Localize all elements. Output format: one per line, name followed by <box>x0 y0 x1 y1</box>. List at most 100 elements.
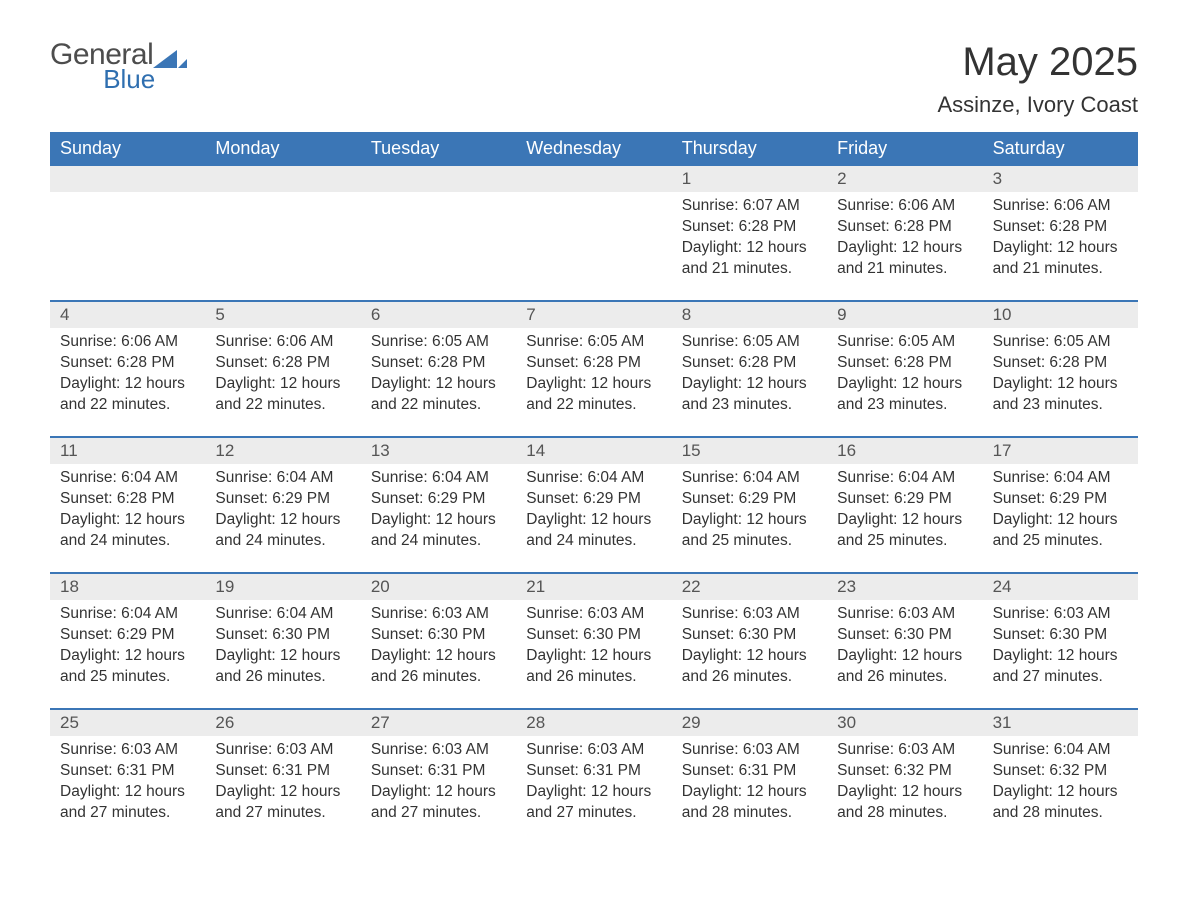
day-cell: Sunrise: 6:04 AMSunset: 6:29 PMDaylight:… <box>205 464 360 572</box>
sunrise-line: Sunrise: 6:05 AM <box>993 332 1128 353</box>
day-cell <box>50 192 205 300</box>
sunset-line: Sunset: 6:28 PM <box>526 353 661 374</box>
daylight-line: Daylight: 12 hours and 21 minutes. <box>837 238 972 280</box>
sunset-line: Sunset: 6:31 PM <box>682 761 817 782</box>
day-number: 27 <box>361 710 516 736</box>
day-cell: Sunrise: 6:05 AMSunset: 6:28 PMDaylight:… <box>672 328 827 436</box>
day-cell: Sunrise: 6:07 AMSunset: 6:28 PMDaylight:… <box>672 192 827 300</box>
sunrise-line: Sunrise: 6:04 AM <box>371 468 506 489</box>
daylight-line: Daylight: 12 hours and 28 minutes. <box>837 782 972 824</box>
day-number: 16 <box>827 438 982 464</box>
logo-word-blue: Blue <box>103 66 155 92</box>
sunset-line: Sunset: 6:30 PM <box>215 625 350 646</box>
day-cell: Sunrise: 6:05 AMSunset: 6:28 PMDaylight:… <box>361 328 516 436</box>
day-number <box>361 166 516 192</box>
day-number: 22 <box>672 574 827 600</box>
sunset-line: Sunset: 6:32 PM <box>837 761 972 782</box>
daycontent-row: Sunrise: 6:04 AMSunset: 6:29 PMDaylight:… <box>50 600 1138 708</box>
daynum-row: 11121314151617 <box>50 438 1138 464</box>
sunset-line: Sunset: 6:32 PM <box>993 761 1128 782</box>
sunrise-line: Sunrise: 6:04 AM <box>215 468 350 489</box>
day-number: 5 <box>205 302 360 328</box>
day-number: 28 <box>516 710 671 736</box>
calendar-week: 123Sunrise: 6:07 AMSunset: 6:28 PMDaylig… <box>50 166 1138 300</box>
daylight-line: Daylight: 12 hours and 26 minutes. <box>215 646 350 688</box>
sunrise-line: Sunrise: 6:06 AM <box>993 196 1128 217</box>
sunset-line: Sunset: 6:29 PM <box>215 489 350 510</box>
sunrise-line: Sunrise: 6:06 AM <box>215 332 350 353</box>
daylight-line: Daylight: 12 hours and 25 minutes. <box>682 510 817 552</box>
title-block: May 2025 Assinze, Ivory Coast <box>937 40 1138 118</box>
header-row: General Blue May 2025 Assinze, Ivory Coa… <box>50 40 1138 118</box>
sunrise-line: Sunrise: 6:04 AM <box>215 604 350 625</box>
daylight-line: Daylight: 12 hours and 27 minutes. <box>526 782 661 824</box>
calendar-week: 18192021222324Sunrise: 6:04 AMSunset: 6:… <box>50 572 1138 708</box>
sunrise-line: Sunrise: 6:03 AM <box>682 604 817 625</box>
calendar-header-row: Sunday Monday Tuesday Wednesday Thursday… <box>50 132 1138 166</box>
daycontent-row: Sunrise: 6:04 AMSunset: 6:28 PMDaylight:… <box>50 464 1138 572</box>
daylight-line: Daylight: 12 hours and 23 minutes. <box>682 374 817 416</box>
daynum-row: 123 <box>50 166 1138 192</box>
sunset-line: Sunset: 6:29 PM <box>371 489 506 510</box>
day-cell: Sunrise: 6:03 AMSunset: 6:30 PMDaylight:… <box>983 600 1138 708</box>
day-number: 13 <box>361 438 516 464</box>
sunrise-line: Sunrise: 6:05 AM <box>837 332 972 353</box>
day-number: 4 <box>50 302 205 328</box>
day-cell: Sunrise: 6:03 AMSunset: 6:32 PMDaylight:… <box>827 736 982 844</box>
calendar: Sunday Monday Tuesday Wednesday Thursday… <box>50 132 1138 844</box>
sunrise-line: Sunrise: 6:03 AM <box>682 740 817 761</box>
daycontent-row: Sunrise: 6:06 AM Sunset: 6:28 PM Daylight:… <box>50 328 1138 436</box>
sunrise-line: Sunrise: 6:05 AM <box>371 332 506 353</box>
sunrise-line: Sunrise: 6:06 AM <box>837 196 972 217</box>
weeks-container: 123Sunrise: 6:07 AMSunset: 6:28 PMDaylig… <box>50 166 1138 844</box>
daylight-line: Daylight: 12 hours and 21 minutes. <box>993 238 1128 280</box>
daylight-line: Daylight: 12 hours and 26 minutes. <box>526 646 661 688</box>
day-number: 7 <box>516 302 671 328</box>
day-cell: Sunrise: 6:06 AMSunset: 6:28 PMDaylight:… <box>205 328 360 436</box>
sunset-line: Sunset: 6:29 PM <box>837 489 972 510</box>
day-cell: Sunrise: 6:04 AMSunset: 6:29 PMDaylight:… <box>672 464 827 572</box>
day-cell: Sunrise: 6:04 AMSunset: 6:29 PMDaylight:… <box>983 464 1138 572</box>
sunset-line: Sunset: 6:30 PM <box>526 625 661 646</box>
daycontent-row: Sunrise: 6:03 AMSunset: 6:31 PMDaylight:… <box>50 736 1138 844</box>
calendar-header-cell: Monday <box>205 132 360 166</box>
sunrise-line: Sunrise: 6:04 AM <box>993 740 1128 761</box>
day-cell: Sunrise: 6:05 AMSunset: 6:28 PMDaylight:… <box>827 328 982 436</box>
daynum-row: 45678910 <box>50 302 1138 328</box>
daynum-row: 25262728293031 <box>50 710 1138 736</box>
sunrise-line: Sunrise: 6:03 AM <box>215 740 350 761</box>
sunrise-line: Sunrise: 6:04 AM <box>60 468 195 489</box>
day-number: 12 <box>205 438 360 464</box>
daylight-line: Daylight: 12 hours and 24 minutes. <box>215 510 350 552</box>
day-number: 1 <box>672 166 827 192</box>
daylight-line: Daylight: 12 hours and 27 minutes. <box>993 646 1128 688</box>
day-number: 8 <box>672 302 827 328</box>
sunrise-line: Sunrise: 6:04 AM <box>837 468 972 489</box>
day-cell: Sunrise: 6:04 AMSunset: 6:32 PMDaylight:… <box>983 736 1138 844</box>
daylight-line: Daylight: 12 hours and 26 minutes. <box>682 646 817 688</box>
daylight-line: Daylight: 12 hours and 22 minutes. <box>60 374 195 416</box>
calendar-header-cell: Tuesday <box>361 132 516 166</box>
daylight-line: Daylight: 12 hours and 22 minutes. <box>371 374 506 416</box>
sunrise-line: Sunrise: 6:03 AM <box>837 604 972 625</box>
calendar-header-cell: Thursday <box>672 132 827 166</box>
calendar-week: 45678910 Sunrise: 6:06 AM Sunset: 6:28 PM D… <box>50 300 1138 436</box>
day-cell: Sunrise: 6:03 AMSunset: 6:30 PMDaylight:… <box>827 600 982 708</box>
daylight-line: Daylight: 12 hours and 24 minutes. <box>371 510 506 552</box>
day-cell: Sunrise: 6:04 AMSunset: 6:29 PMDaylight:… <box>361 464 516 572</box>
day-number: 9 <box>827 302 982 328</box>
daylight-line: Daylight: 12 hours and 28 minutes. <box>682 782 817 824</box>
daylight-line: Daylight: 12 hours and 25 minutes. <box>993 510 1128 552</box>
day-cell: Sunrise: 6:04 AMSunset: 6:29 PMDaylight:… <box>516 464 671 572</box>
sunset-line: Sunset: 6:31 PM <box>371 761 506 782</box>
page-subtitle: Assinze, Ivory Coast <box>937 92 1138 118</box>
day-number <box>516 166 671 192</box>
logo-swoosh-icon <box>153 46 187 75</box>
sunrise-line: Sunrise: 6:03 AM <box>837 740 972 761</box>
sunset-line: Sunset: 6:30 PM <box>682 625 817 646</box>
daylight-line: Daylight: 12 hours and 26 minutes. <box>371 646 506 688</box>
day-number: 26 <box>205 710 360 736</box>
day-number: 29 <box>672 710 827 736</box>
day-cell: Sunrise: 6:04 AMSunset: 6:30 PMDaylight:… <box>205 600 360 708</box>
sunset-line: Sunset: 6:30 PM <box>371 625 506 646</box>
